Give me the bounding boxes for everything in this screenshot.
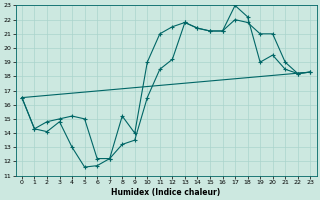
- X-axis label: Humidex (Indice chaleur): Humidex (Indice chaleur): [111, 188, 221, 197]
